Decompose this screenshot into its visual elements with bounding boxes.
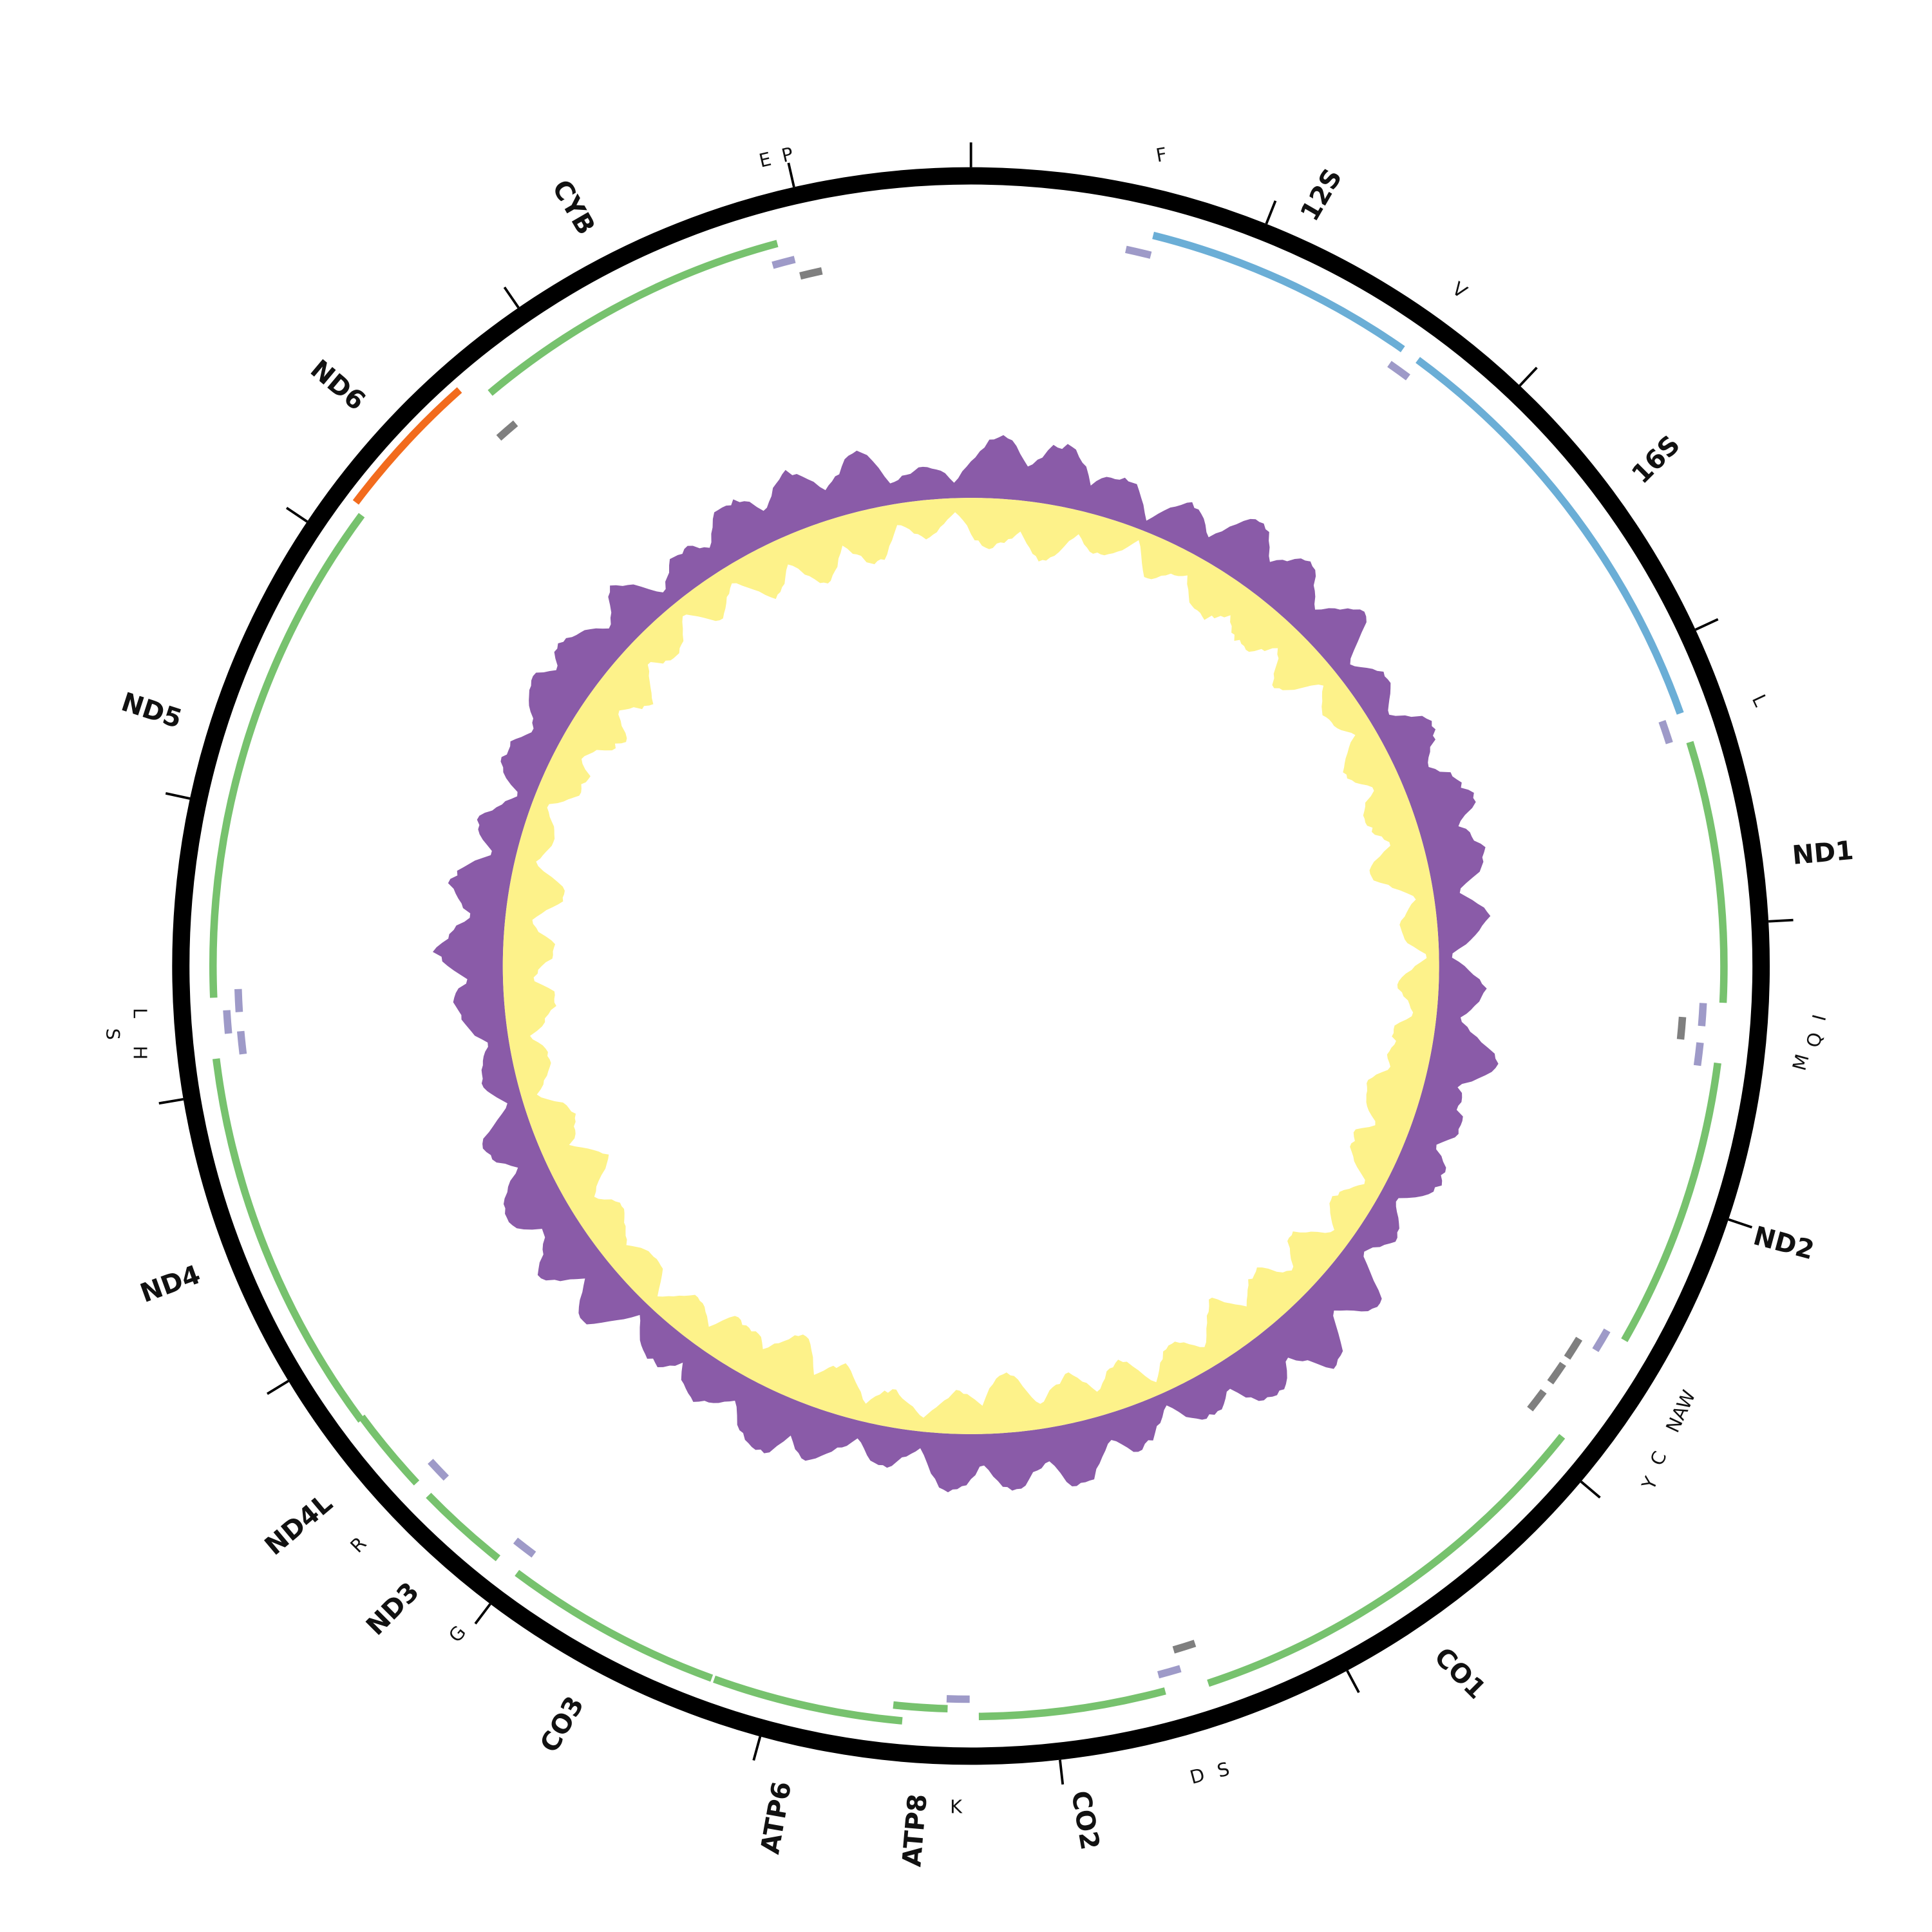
feature-arc <box>893 1701 948 1713</box>
feature-label: NAW <box>1662 1387 1700 1435</box>
skew-positive <box>432 435 1499 1493</box>
feature-label: Q <box>1802 1030 1827 1050</box>
scale-tick <box>787 162 795 187</box>
feature-arc <box>496 420 518 441</box>
feature-label: L <box>129 1008 151 1018</box>
feature-arc <box>1564 1336 1583 1360</box>
feature-arc <box>488 240 779 396</box>
feature-arc <box>772 256 796 269</box>
feature-label: C <box>1645 1448 1671 1469</box>
feature-arc <box>1152 231 1405 352</box>
feature-label: ND3 <box>360 1577 425 1642</box>
feature-arc <box>358 1414 420 1486</box>
feature-arc <box>223 1010 232 1034</box>
feature-arc <box>1592 1328 1611 1352</box>
feature-arc <box>1125 245 1152 259</box>
feature-arc <box>515 1569 714 1682</box>
feature-arc <box>1693 1042 1704 1066</box>
feature-label: P <box>779 143 795 167</box>
skew-negative <box>502 498 1439 1434</box>
feature-arc <box>1621 1062 1721 1342</box>
feature-arc <box>1686 741 1728 1003</box>
feature-label: V <box>1448 278 1472 303</box>
feature-arc <box>513 1537 536 1558</box>
scale-tick <box>1519 366 1538 387</box>
feature-arc <box>946 1695 970 1703</box>
feature-label: I <box>1808 1012 1830 1023</box>
genome-ring <box>172 167 1770 1765</box>
feature-label: ND1 <box>1791 835 1855 871</box>
feature-arc <box>1172 1640 1197 1654</box>
feature-label: ND4L <box>259 1488 338 1561</box>
feature-arc <box>1547 1361 1566 1385</box>
feature-arc <box>426 1492 501 1562</box>
feature-arc <box>236 1030 247 1055</box>
scale-tick <box>285 506 308 523</box>
feature-arc <box>234 989 243 1012</box>
feature-label: S <box>1215 1757 1231 1782</box>
scale-tick <box>1580 1481 1601 1499</box>
feature-arc <box>713 1675 903 1725</box>
feature-arc <box>1387 361 1410 381</box>
feature-label: L <box>1748 691 1772 710</box>
feature-arc <box>978 1687 1166 1721</box>
feature-label: F <box>1154 143 1168 166</box>
feature-label: K <box>950 1796 963 1818</box>
scale-tick <box>1265 200 1277 225</box>
feature-arc <box>1157 1665 1182 1679</box>
feature-label: M <box>1788 1052 1814 1073</box>
scale-ticks <box>158 142 1794 1785</box>
feature-label: ATP6 <box>755 1779 797 1857</box>
feature-arc <box>1676 1016 1687 1040</box>
scale-tick <box>474 1603 491 1625</box>
scale-tick <box>1768 918 1794 923</box>
feature-arc <box>799 267 823 280</box>
feature-label: S <box>102 1028 124 1040</box>
feature-label: ND2 <box>1750 1220 1817 1265</box>
scale-tick <box>165 792 191 800</box>
feature-label: CO2 <box>1065 1788 1105 1852</box>
feature-arc <box>1527 1389 1547 1412</box>
feature-arc <box>212 1058 365 1423</box>
scale-tick <box>1694 618 1719 631</box>
scale-tick <box>1059 1759 1065 1785</box>
scale-tick <box>158 1097 184 1105</box>
feature-label: Y <box>1637 1473 1662 1493</box>
feature-arc <box>352 387 462 505</box>
feature-label: ND6 <box>305 354 371 416</box>
feature-label: E <box>757 147 773 171</box>
feature-arc <box>209 513 365 998</box>
feature-label: G <box>444 1622 470 1647</box>
feature-label: D <box>1188 1763 1207 1788</box>
feature-label: H <box>129 1046 151 1060</box>
feature-label: CO3 <box>534 1691 590 1757</box>
feature-label: 12S <box>1294 164 1348 226</box>
scale-tick <box>752 1736 762 1761</box>
feature-label: ND5 <box>118 687 185 734</box>
feature-arc <box>428 1459 450 1481</box>
feature-label: ND4 <box>137 1259 205 1309</box>
scale-tick <box>503 286 520 308</box>
feature-arc <box>1416 357 1684 715</box>
feature-label: CYB <box>546 175 601 240</box>
feature-arc <box>1698 1003 1707 1027</box>
scale-tick <box>266 1379 289 1396</box>
scale-tick <box>1346 1670 1360 1694</box>
feature-label: CO1 <box>1428 1642 1492 1705</box>
feature-track <box>209 231 1728 1725</box>
feature-label: 16S <box>1626 430 1687 490</box>
feature-label: R <box>346 1532 370 1557</box>
feature-arc <box>1207 1434 1566 1687</box>
scale-tick <box>1728 1218 1753 1229</box>
gc-skew-track <box>432 435 1499 1493</box>
feature-arc <box>1658 720 1673 744</box>
feature-label: ATP8 <box>896 1793 933 1868</box>
